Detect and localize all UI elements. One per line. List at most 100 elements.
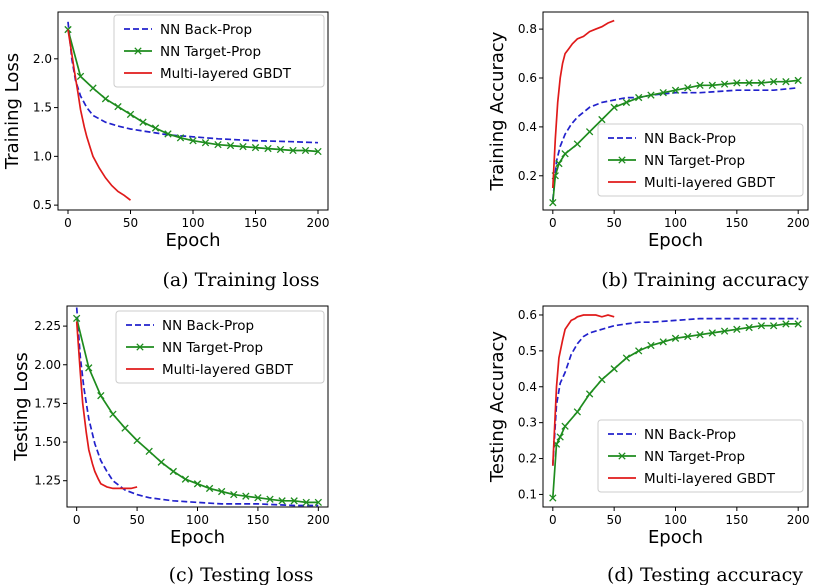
targetprop-marker (598, 375, 606, 384)
targetprop-marker (266, 495, 274, 503)
targetprop-marker (671, 86, 680, 94)
targetprop-marker (189, 137, 197, 145)
targetprop-marker (239, 142, 247, 151)
targetprop-marker (708, 81, 716, 89)
targetprop-marker (176, 134, 185, 142)
y-axis-label: Testing Loss (11, 352, 32, 461)
y-tick-label: 0.5 (518, 344, 537, 358)
panel-testing-loss: (c) Testing loss 0 50 100 150 200 1.25 1.50 1.7… (11, 305, 330, 585)
targetprop-marker (556, 433, 564, 441)
targetprop-marker (164, 130, 172, 138)
targetprop-marker (647, 91, 655, 99)
targetprop-marker (659, 89, 667, 97)
x-axis-label: Epoch (648, 527, 703, 548)
targetprop-marker (757, 322, 766, 330)
y-tick-label: 2.25 (34, 319, 61, 333)
targetprop-marker (573, 408, 582, 416)
legend-label: NN Back-Prop (160, 22, 252, 38)
targetprop-marker (549, 494, 557, 502)
backprop-line (67, 21, 319, 144)
targetprop-marker (561, 150, 569, 158)
panel-training-loss: (a) Training loss 0 50 100 150 200 0.5 1.0 1.5 2… (2, 11, 329, 291)
targetprop-marker (757, 79, 766, 87)
targetprop-marker (302, 498, 310, 507)
targetprop-marker (64, 25, 72, 34)
targetprop-marker (230, 490, 238, 499)
targetprop-marker (684, 332, 692, 341)
targetprop-marker (622, 98, 631, 107)
targetprop-marker (133, 436, 141, 445)
x-tick-label: 200 (787, 513, 810, 527)
targetprop-marker (145, 447, 153, 455)
targetprop-marker (226, 141, 235, 150)
targetprop-marker (76, 72, 85, 81)
legend-label: NN Back-Prop (644, 427, 736, 443)
targetprop-marker (585, 390, 594, 398)
targetprop-marker (101, 95, 110, 103)
targetprop-marker (696, 81, 704, 89)
targetprop-marker (205, 484, 214, 493)
targetprop-marker (782, 320, 790, 328)
panel-caption: (c) Testing loss (169, 564, 314, 585)
panel-caption: (b) Training accuracy (601, 269, 809, 291)
x-tick-label: 0 (549, 216, 557, 230)
targetprop-marker (794, 76, 802, 85)
x-tick-label: 50 (123, 216, 138, 230)
targetprop-marker (251, 143, 260, 152)
y-tick-label: 0.4 (518, 380, 537, 394)
targetprop-marker (89, 84, 97, 92)
targetprop-marker (573, 140, 582, 148)
targetprop-marker (97, 392, 105, 400)
x-tick-label: 100 (186, 513, 209, 527)
targetprop-marker (290, 497, 298, 505)
targetprop-marker (561, 422, 569, 430)
targetprop-marker (671, 334, 680, 342)
x-tick-label: 50 (129, 513, 144, 527)
targetprop-marker (610, 365, 618, 373)
legend-label: NN Target-Prop (160, 44, 261, 60)
x-tick-label: 50 (607, 216, 622, 230)
x-tick-label: 0 (73, 513, 81, 527)
y-axis-label: Training Accuracy (487, 31, 508, 191)
targetprop-marker (276, 145, 285, 154)
targetprop-marker (549, 199, 557, 207)
x-tick-label: 150 (725, 513, 748, 527)
y-tick-label: 1.25 (34, 474, 61, 488)
targetprop-marker (114, 102, 122, 111)
legend-label: NN Target-Prop (162, 340, 263, 356)
legend-marker (134, 47, 142, 55)
x-tick-label: 150 (244, 216, 267, 230)
legend-label: Multi-layered GBDT (644, 471, 776, 487)
targetprop-marker (109, 410, 117, 418)
targetprop-marker (782, 78, 790, 86)
targetprop-marker (622, 354, 631, 362)
targetprop-marker (314, 147, 322, 156)
targetprop-marker (193, 480, 202, 488)
x-tick-label: 100 (664, 216, 687, 230)
targetprop-marker (201, 139, 210, 147)
x-axis-label: Epoch (648, 230, 703, 251)
x-tick-label: 150 (246, 513, 269, 527)
targetprop-marker (684, 84, 692, 92)
legend-label: NN Back-Prop (644, 131, 736, 147)
targetprop-marker (242, 492, 250, 500)
targetprop-marker (85, 364, 93, 372)
x-tick-label: 100 (664, 513, 687, 527)
backprop-line (551, 317, 799, 466)
legend-marker (618, 156, 626, 164)
targetprop-marker (647, 341, 655, 350)
legend-marker (618, 452, 626, 460)
targetprop-marker (73, 314, 81, 323)
targetprop-marker (214, 140, 222, 149)
targetprop-marker (794, 320, 802, 328)
y-tick-label: 0.4 (518, 120, 537, 134)
panel-testing-accuracy: (d) Testing accuracy 0 50 100 150 200 0.1 0.2 0… (487, 305, 810, 585)
x-tick-label: 100 (182, 216, 205, 230)
x-tick-label: 200 (787, 216, 810, 230)
legend-box (113, 14, 325, 88)
targetprop-marker (555, 159, 563, 168)
legend-box (597, 419, 804, 493)
x-tick-label: 50 (607, 513, 622, 527)
legend-label: Multi-layered GBDT (160, 66, 292, 82)
